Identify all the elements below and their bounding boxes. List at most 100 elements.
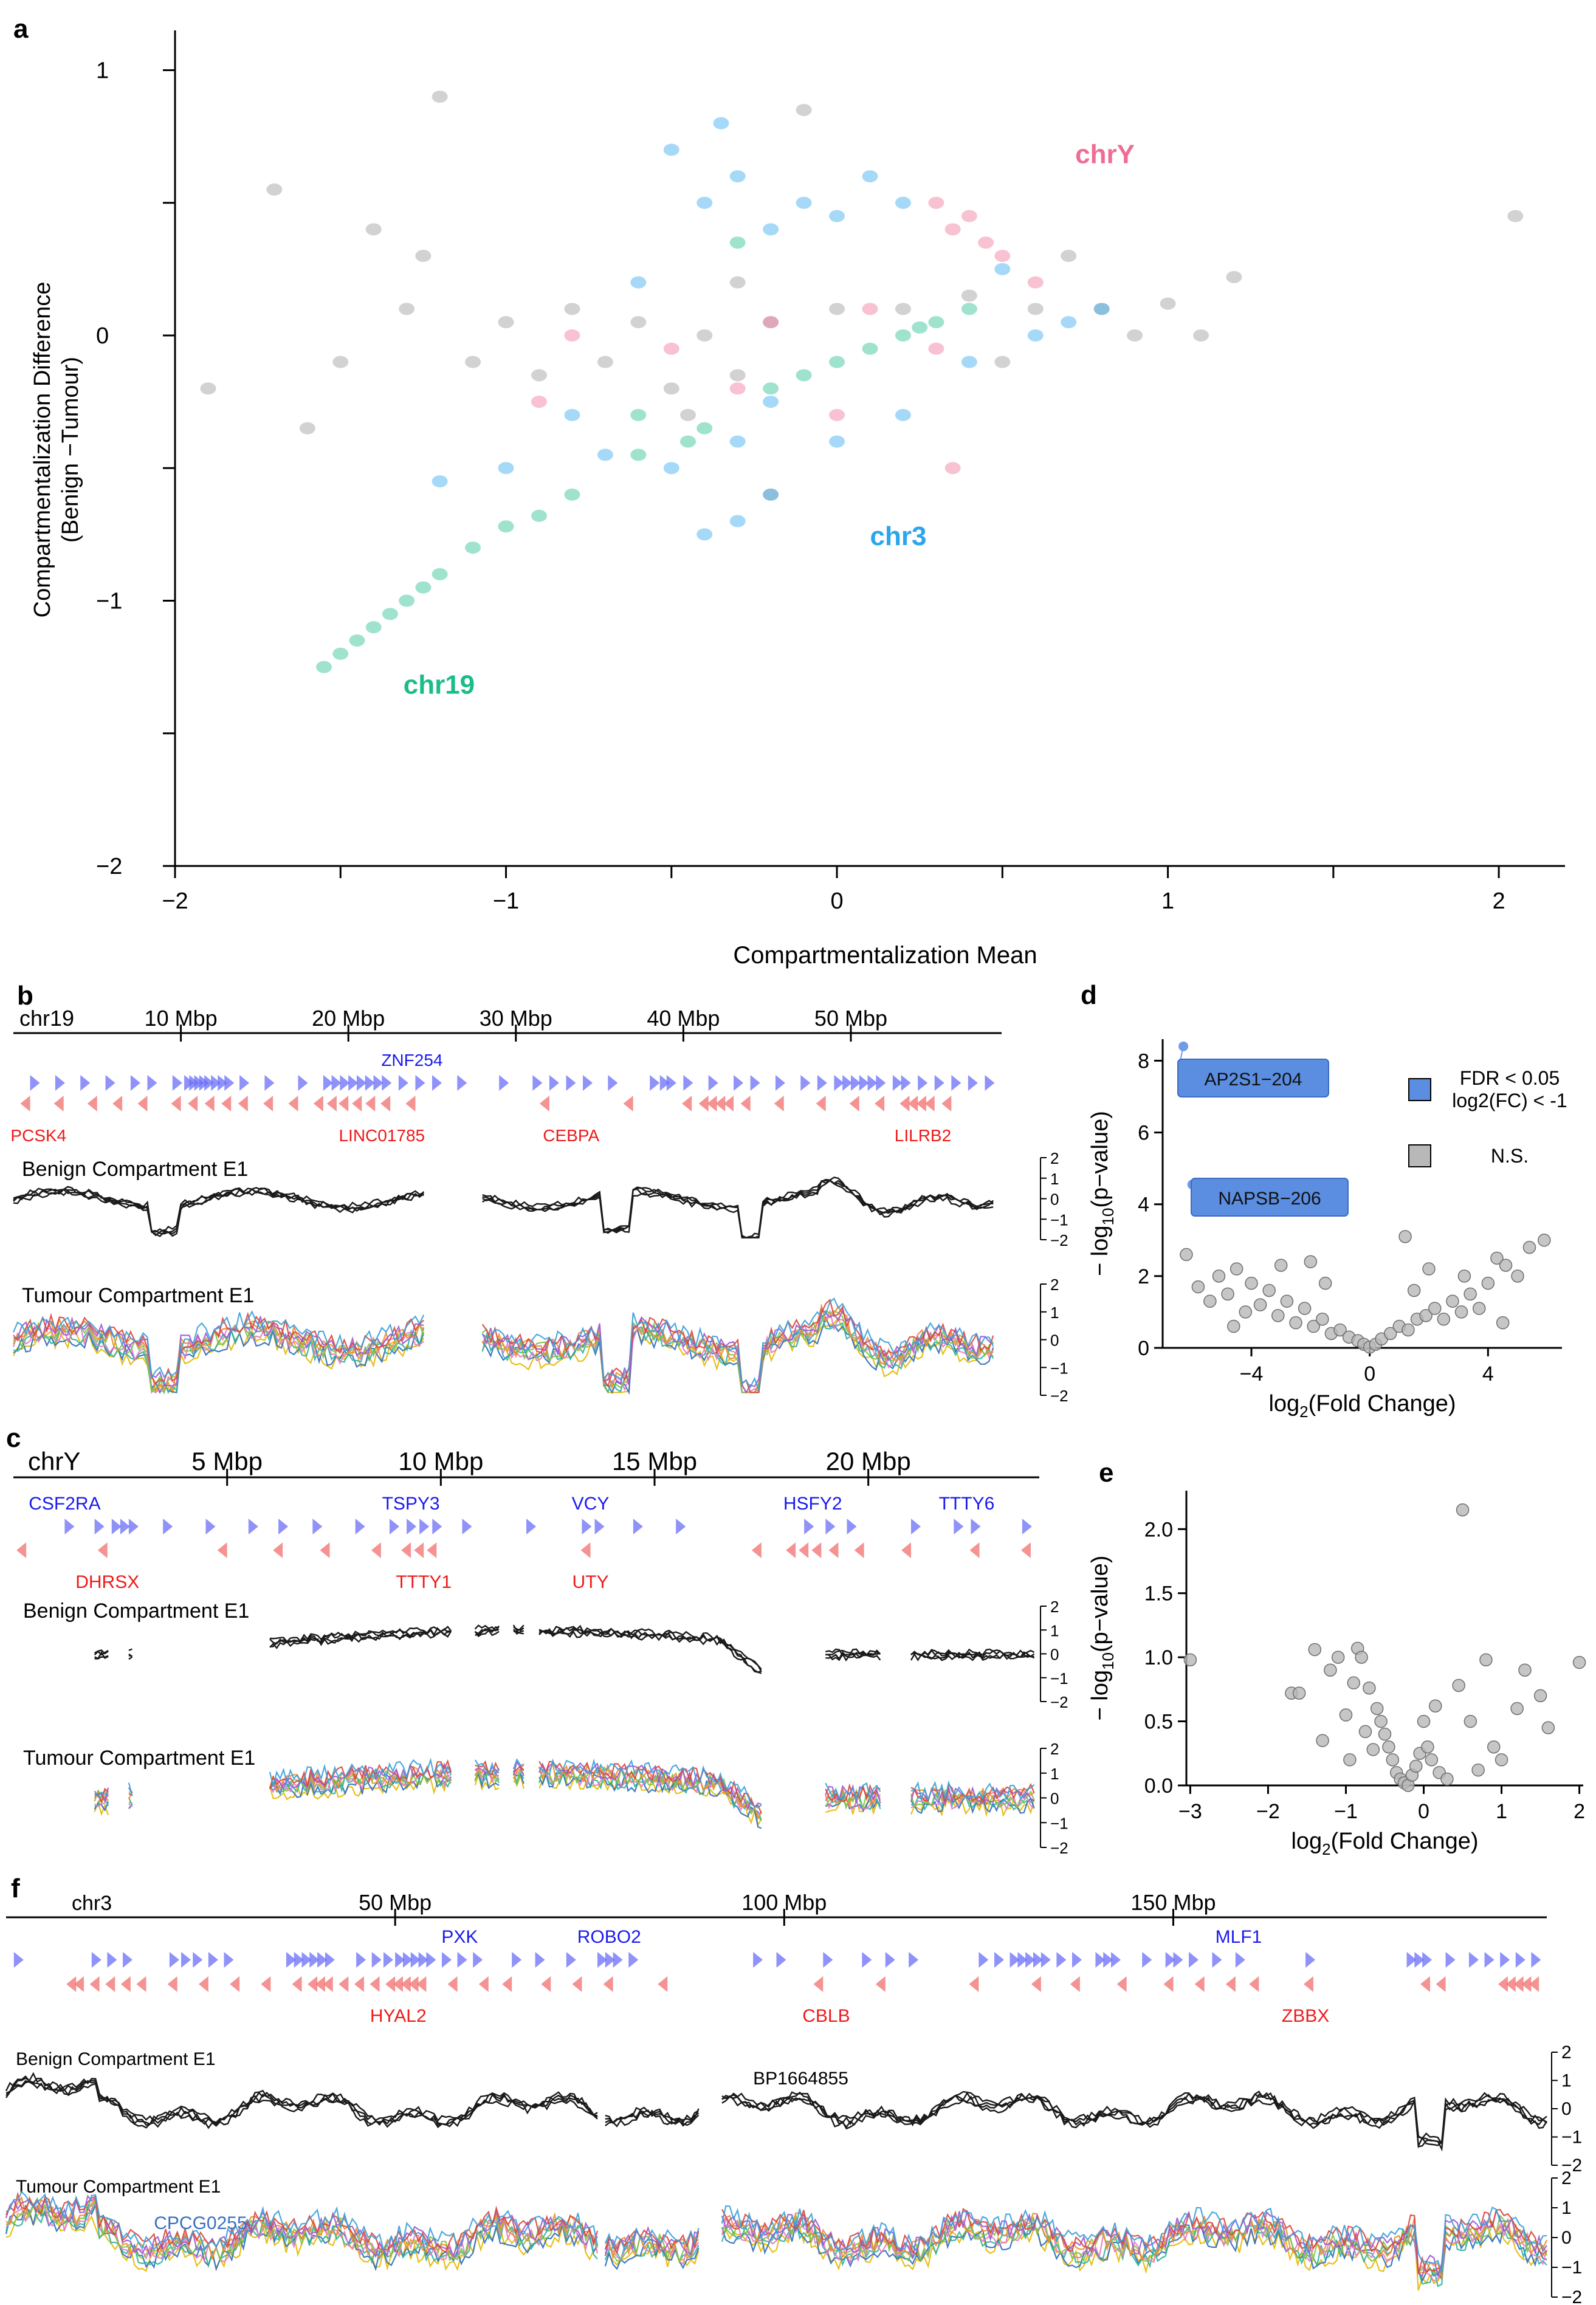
gene-plus-arrow — [348, 1075, 359, 1091]
gene-minus-arrow — [313, 1096, 323, 1111]
point-chrY — [1027, 276, 1044, 289]
gene-minus-arrow — [1505, 1976, 1516, 1992]
gene-plus-arrow — [1040, 1952, 1051, 1968]
gene-plus-arrow — [193, 1952, 203, 1968]
y-tick-label: −1 — [96, 588, 122, 614]
gene-plus-arrow — [549, 1075, 559, 1091]
e1-scale-label: 2 — [1050, 1740, 1059, 1758]
ns-point — [1324, 1663, 1337, 1677]
x-label-sub: 2 — [1299, 1403, 1308, 1421]
gene-plus-arrow — [418, 1952, 428, 1968]
gene-track — [13, 1952, 1541, 1992]
point-chr19 — [862, 342, 878, 355]
point-other — [1061, 250, 1077, 263]
volcano-y-tick-label: 4 — [1138, 1194, 1149, 1217]
gene-plus-arrow — [473, 1952, 483, 1968]
gene-minus-arrow — [401, 1542, 411, 1558]
e1-scale-label: −2 — [1050, 1387, 1068, 1405]
e1-scale-label: −1 — [1050, 1359, 1068, 1377]
gene-minus-arrow — [1194, 1976, 1205, 1992]
gene-minus-arrow — [414, 1542, 424, 1558]
gene-plus-arrow — [441, 1952, 452, 1968]
benign-title: Benign Compartment E1 — [22, 1158, 248, 1181]
gene-plus-arrow — [775, 1075, 785, 1091]
point-other — [729, 369, 746, 382]
gene-plus-arrow — [1406, 1952, 1417, 1968]
gene-minus-arrow — [204, 1096, 215, 1111]
volcano-y-tick-label: 8 — [1138, 1049, 1149, 1073]
point-chr19 — [365, 621, 382, 634]
gene-minus-arrow — [323, 1976, 333, 1992]
gene-minus-arrow — [230, 1976, 240, 1992]
volcano-x-label: log2(Fold Change) — [1268, 1391, 1456, 1421]
ns-point — [1289, 1316, 1302, 1330]
ns-point — [1421, 1740, 1434, 1754]
point-chr3 — [895, 196, 911, 209]
gene-plus-arrow — [163, 1519, 173, 1534]
gene-plus-arrow — [659, 1075, 670, 1091]
point-chrY — [763, 316, 779, 329]
ns-point — [1343, 1753, 1357, 1767]
point-other — [365, 223, 382, 236]
gene-plus-arrow — [734, 1075, 744, 1091]
point-other — [200, 382, 216, 395]
gene-plus-arrow — [356, 1952, 366, 1968]
gene-minus-arrow — [580, 1542, 591, 1558]
gene-minus-arrow — [1303, 1976, 1313, 1992]
gene-plus-arrow — [597, 1952, 608, 1968]
gene-minus-arrow — [120, 1976, 131, 1992]
ns-point — [1471, 1763, 1485, 1777]
point-chrY — [944, 223, 961, 236]
gene-minus-arrow — [899, 1096, 910, 1111]
gene-minus-arrow — [405, 1096, 416, 1111]
point-chr3 — [1093, 303, 1110, 315]
gene-minus-arrow — [1020, 1542, 1031, 1558]
y-label-rest: (p−value) — [1087, 1111, 1113, 1207]
gene-plus-arrow — [1111, 1952, 1121, 1968]
gene-plus-arrow — [532, 1075, 543, 1091]
gene-plus-arrow — [1515, 1952, 1525, 1968]
volcano-x-tick-label: 2 — [1574, 1800, 1585, 1823]
gene-label: UTY — [573, 1572, 609, 1592]
gene-minus-arrow — [1249, 1976, 1259, 1992]
point-chrY — [862, 303, 878, 315]
gene-minus-arrow — [1498, 1976, 1508, 1992]
ns-point — [1422, 1262, 1436, 1276]
e1-scale-label: −2 — [1561, 2156, 1582, 2176]
gene-plus-arrow — [825, 1519, 836, 1534]
point-other — [564, 303, 580, 315]
gene-minus-arrow — [137, 1096, 148, 1111]
gene-label: HSFY2 — [783, 1494, 842, 1514]
gene-minus-arrow — [53, 1096, 64, 1111]
gene-plus-arrow — [594, 1519, 605, 1534]
point-chr3 — [713, 117, 729, 129]
point-other — [432, 91, 448, 103]
gene-plus-arrow — [804, 1519, 814, 1534]
gene-minus-arrow — [539, 1096, 549, 1111]
ns-point — [1304, 1255, 1318, 1268]
gene-plus-arrow — [676, 1519, 686, 1534]
significant-label-box — [1191, 1178, 1349, 1217]
ns-point — [1355, 1651, 1368, 1664]
gene-plus-arrow — [892, 1075, 903, 1091]
point-other — [1127, 329, 1143, 342]
point-chrY — [994, 250, 1011, 263]
point-chrY — [829, 408, 845, 421]
point-chr19 — [531, 509, 547, 522]
gene-minus-arrow — [261, 1976, 271, 1992]
gene-minus-arrow — [339, 1096, 349, 1111]
ns-point — [1212, 1269, 1226, 1283]
x-tick-label: −2 — [162, 888, 188, 914]
e1-scale-label: −2 — [1561, 2287, 1582, 2305]
gene-plus-arrow — [1189, 1952, 1199, 1968]
gene-plus-arrow — [994, 1952, 1004, 1968]
gene-plus-arrow — [776, 1952, 786, 1968]
tumour-e1-line — [5, 2190, 1547, 2274]
volcano-x-tick-label: −4 — [1240, 1362, 1264, 1386]
ns-point — [1180, 1248, 1193, 1262]
gene-minus-arrow — [365, 1096, 376, 1111]
gene-minus-arrow — [105, 1976, 115, 1992]
ns-point — [1307, 1319, 1320, 1333]
gene-plus-arrow — [278, 1519, 289, 1534]
ns-point — [1366, 1743, 1380, 1756]
